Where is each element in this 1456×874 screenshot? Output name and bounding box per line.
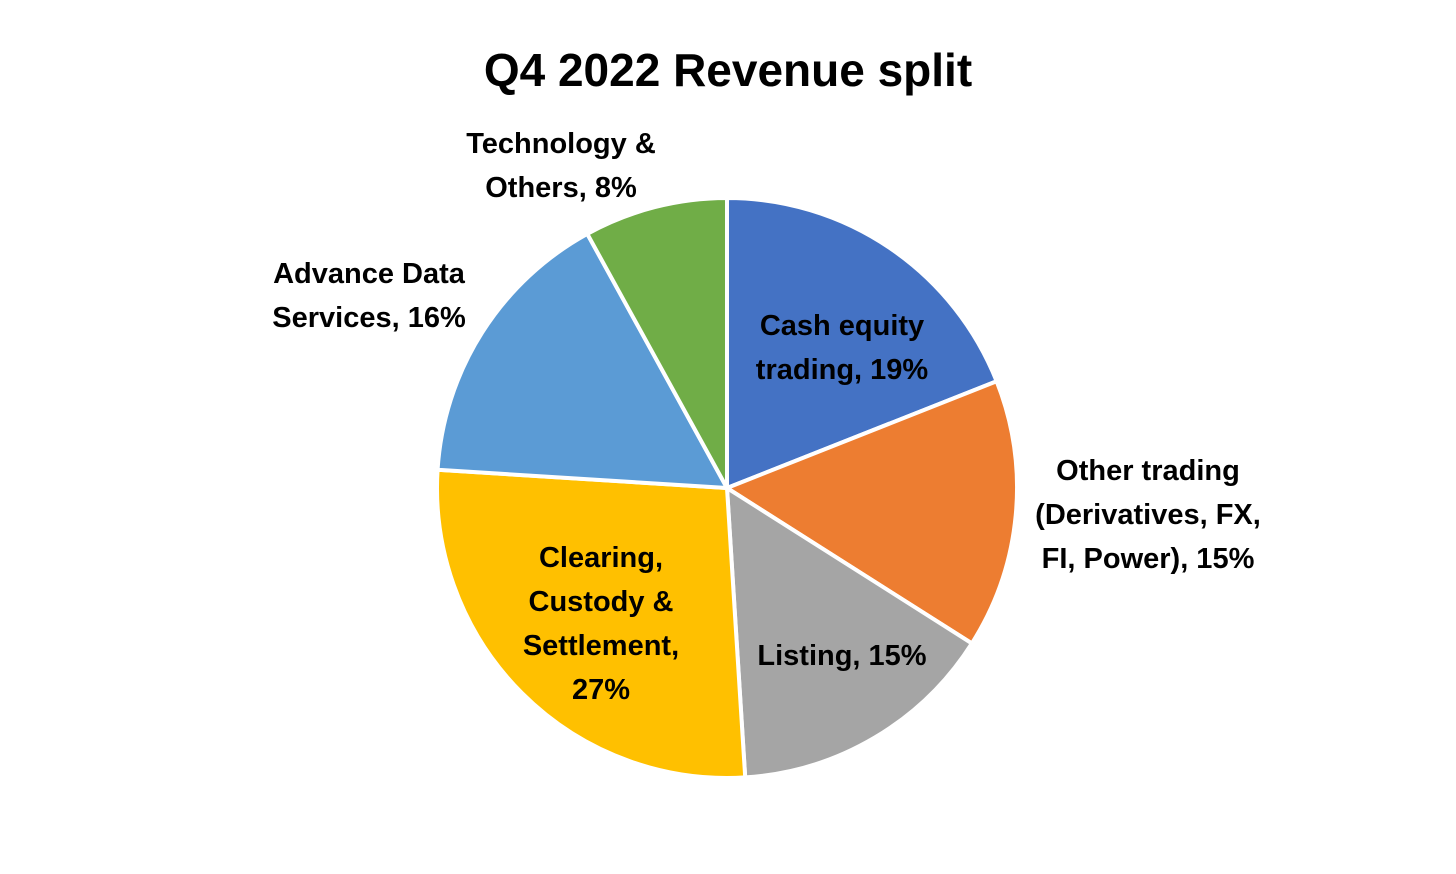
slice-label-line: trading, 19%	[756, 354, 929, 386]
pie-slice	[722, 378, 1020, 647]
slice-label-line: Custody &	[529, 586, 674, 618]
slice-label: Technology & Others, 8%	[466, 128, 656, 204]
pie-slice	[725, 195, 1000, 491]
chart-title: Q4 2022 Revenue split	[484, 44, 972, 96]
slice-label-line: FI, Power), 15%	[1042, 543, 1255, 575]
slice-label: Listing, 15%	[757, 640, 926, 672]
slice-label: Advance Data Services, 16%	[272, 258, 466, 334]
pie-slices	[435, 195, 1020, 780]
slice-label-line: Cash equity	[760, 310, 924, 342]
pie-slice	[724, 484, 975, 780]
pie-slice	[584, 195, 729, 489]
slice-label-line: Services, 16%	[272, 302, 466, 334]
slice-label-line: Clearing,	[539, 542, 663, 574]
pie-slice	[435, 231, 731, 491]
slice-label-line: Settlement,	[523, 630, 679, 662]
slice-label-line: Others, 8%	[485, 172, 637, 204]
slice-label: Clearing, Custody & Settlement, 27%	[523, 542, 679, 706]
pie-slice	[435, 467, 748, 780]
slice-label: Cash equity trading, 19%	[756, 310, 929, 386]
slice-labels: Cash equity trading, 19% Other trading (Der…	[272, 128, 1261, 706]
slice-label-line: Technology &	[466, 128, 656, 160]
slice-label-line: 27%	[572, 674, 630, 706]
slice-label-line: Listing, 15%	[757, 640, 926, 672]
slice-label-line: Advance Data	[273, 258, 466, 290]
slice-label: Other trading (Derivatives, FX, FI, Power)…	[1035, 455, 1261, 575]
slice-label-line: (Derivatives, FX,	[1035, 499, 1261, 531]
slice-label-line: Other trading	[1056, 455, 1240, 487]
